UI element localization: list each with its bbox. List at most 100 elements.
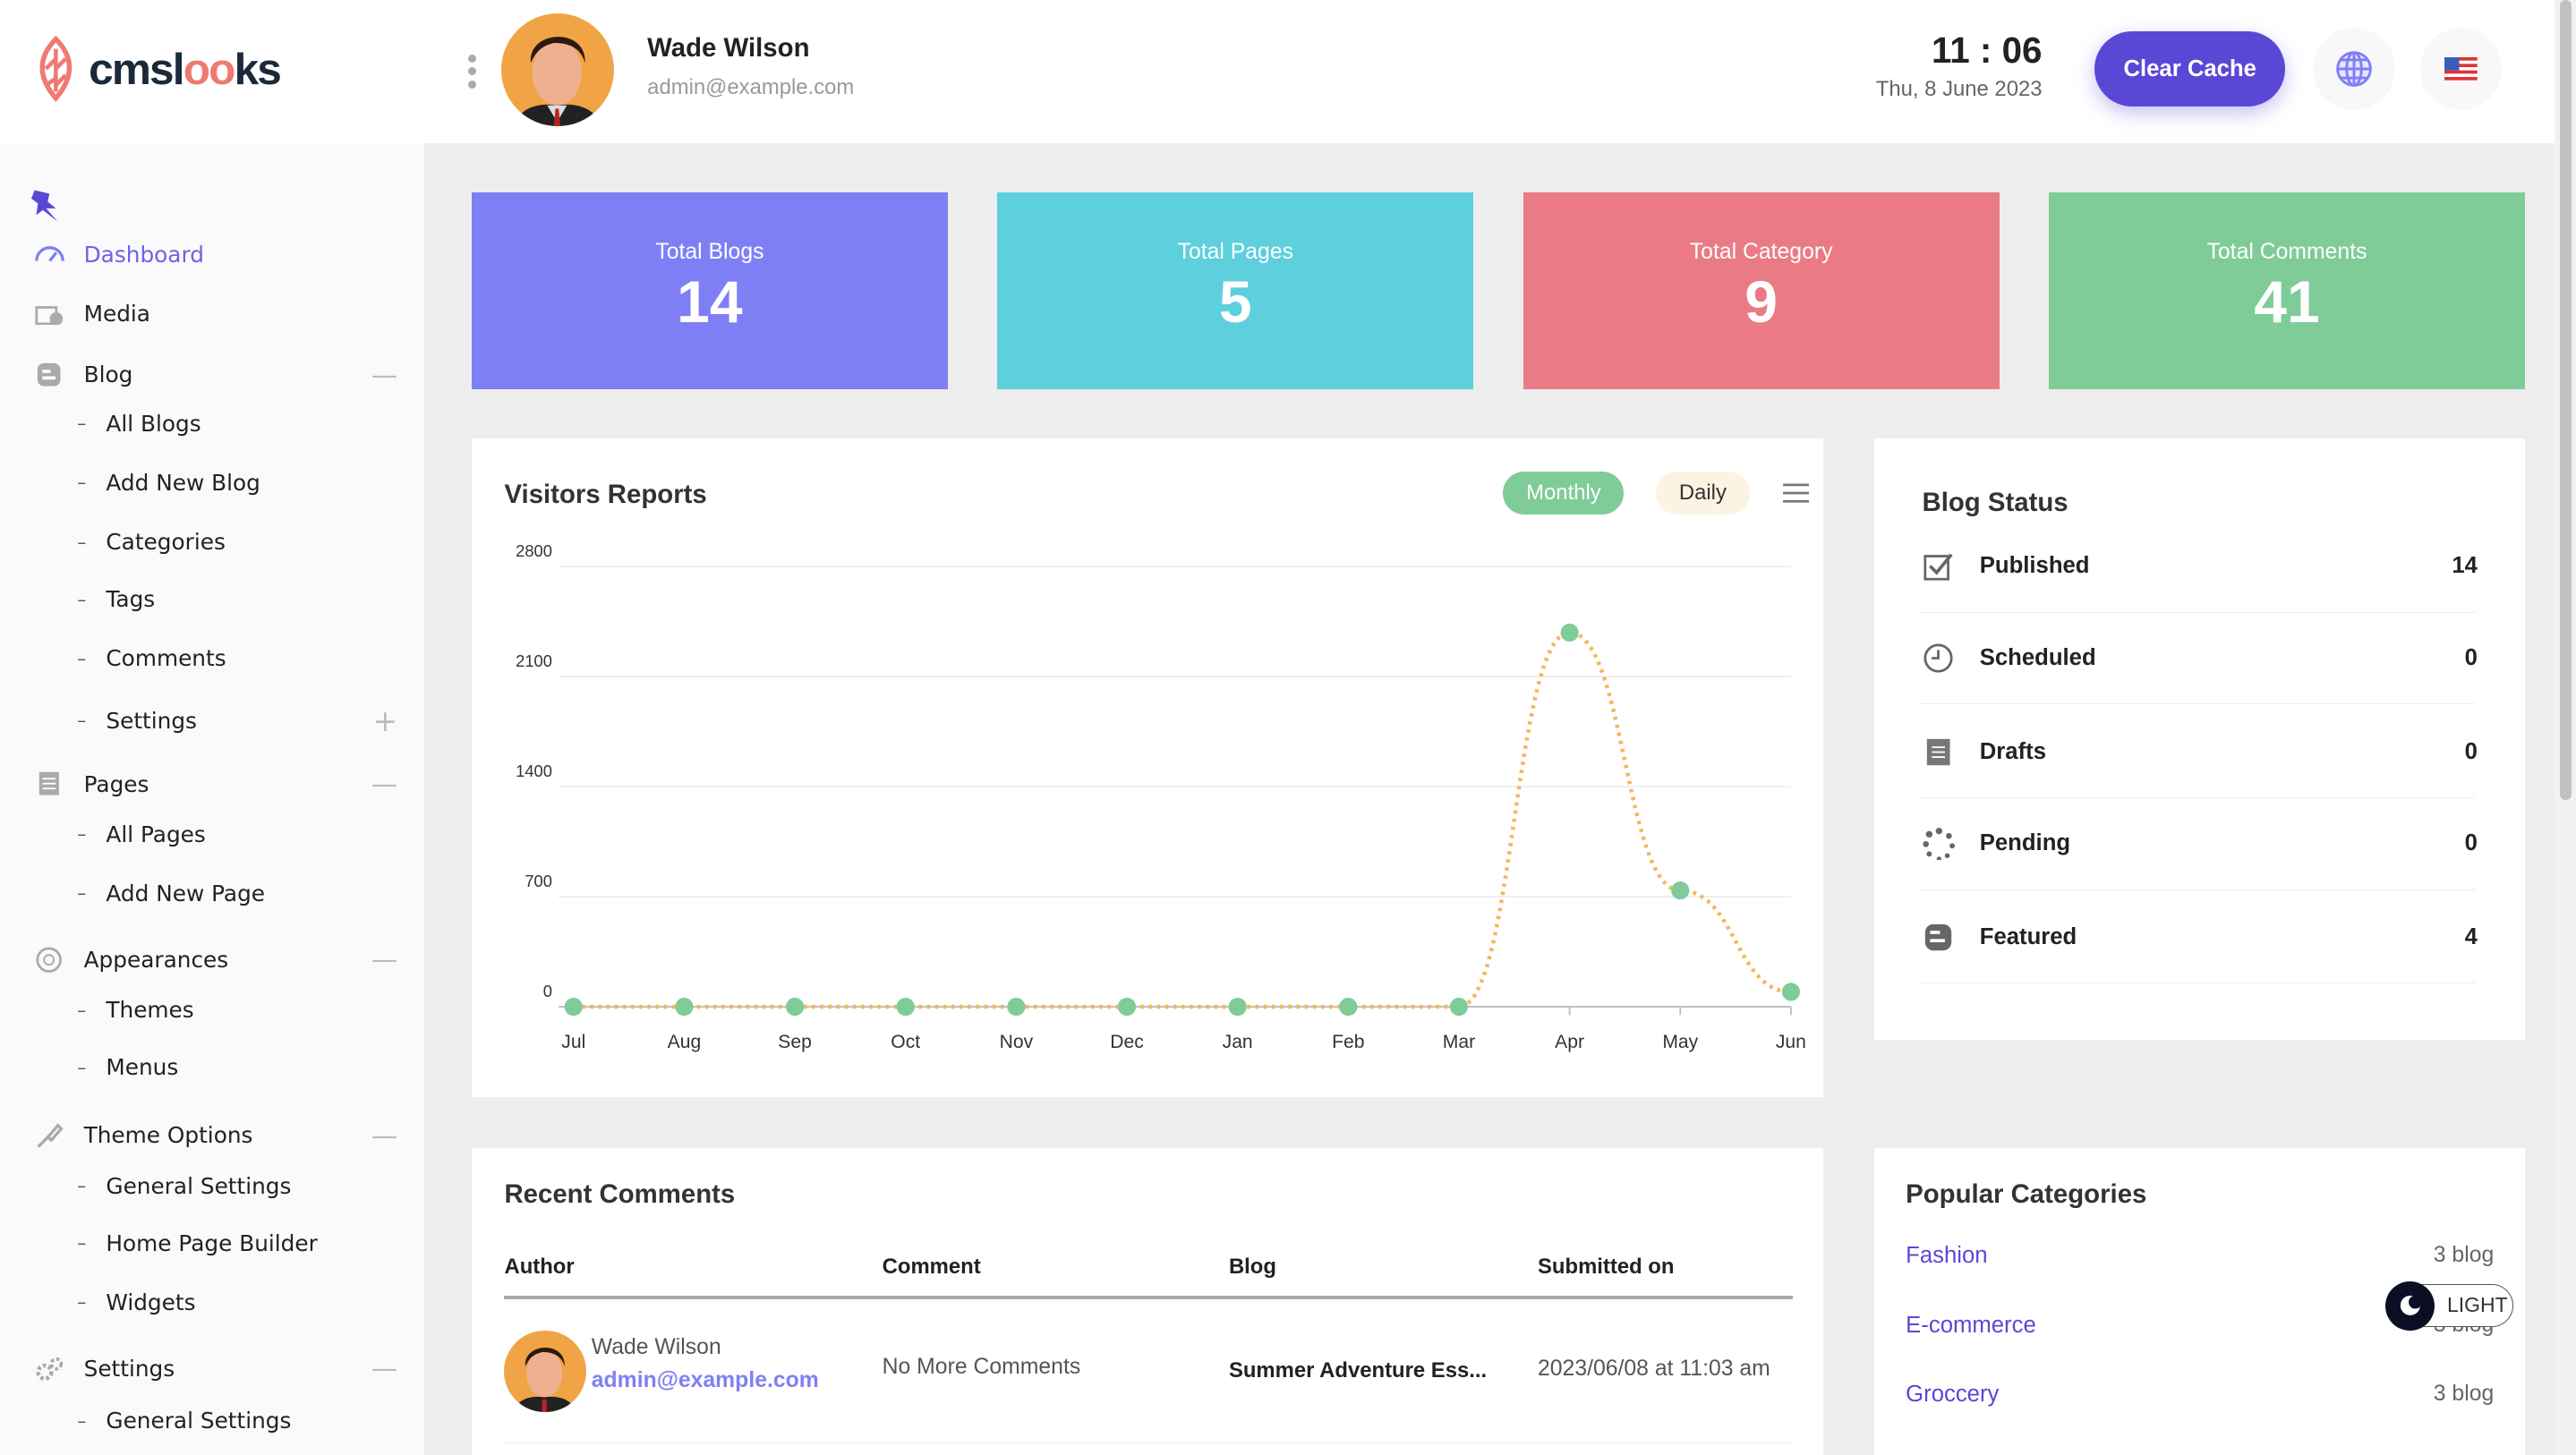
- stat-card-total-pages[interactable]: Total Pages 5: [997, 191, 1474, 389]
- avatar-image-icon: [514, 36, 601, 127]
- category-row: Groccery 3 blog: [1906, 1382, 2494, 1408]
- collapse-icon[interactable]: —: [371, 359, 398, 390]
- category-count: 3 blog: [2433, 1243, 2495, 1268]
- country-flag-button[interactable]: [2419, 28, 2503, 110]
- visitors-report-card: Visitors Reports Monthly Daily 0 700 1400 2…: [471, 438, 1824, 1098]
- column-header-submitted: Submitted on: [1538, 1255, 1675, 1280]
- data-point: [1449, 998, 1468, 1017]
- sidebar-subitem-home-page-builder[interactable]: Home Page Builder: [77, 1230, 317, 1256]
- card-title: Blog Status: [1922, 488, 2068, 518]
- user-email: admin@example.com: [647, 75, 855, 100]
- collapse-icon[interactable]: —: [371, 769, 398, 799]
- globe-icon: [2336, 51, 2373, 87]
- sidebar-subitem-tags[interactable]: Tags: [77, 586, 155, 612]
- clock-time: 11 : 06: [1932, 30, 2043, 72]
- table-row[interactable]: Wade Wilson admin@example.com No More Co…: [504, 1299, 1793, 1444]
- blogger-icon: [1921, 923, 1957, 952]
- card-title: Popular Categories: [1906, 1178, 2147, 1209]
- column-header-comment: Comment: [882, 1255, 981, 1280]
- column-header-author: Author: [504, 1255, 575, 1280]
- stat-card-total-comments[interactable]: Total Comments 41: [2048, 191, 2526, 389]
- status-row-drafts[interactable]: Drafts 0: [1920, 706, 2478, 799]
- sidebar-subitem-general-settings[interactable]: General Settings: [77, 1408, 291, 1434]
- monthly-tab[interactable]: Monthly: [1503, 471, 1625, 515]
- sidebar-item-appearances[interactable]: Appearances —: [33, 944, 397, 974]
- sidebar-item-dashboard[interactable]: Dashboard: [33, 242, 397, 268]
- category-row: Fashion 3 blog: [1906, 1243, 2494, 1269]
- visitors-line-chart: 0 700 1400 2100 2800 Jul Aug Sep Oct Nov Dec Jan Feb…: [516, 541, 1806, 1052]
- clear-cache-button[interactable]: Clear Cache: [2094, 30, 2286, 107]
- category-count: 3 blog: [2433, 1381, 2495, 1406]
- sidebar-subitem-themes[interactable]: Themes: [77, 997, 193, 1023]
- header-divider: [504, 1296, 1793, 1299]
- status-row-pending[interactable]: Pending 0: [1920, 798, 2478, 890]
- language-button[interactable]: [2313, 28, 2396, 110]
- clock-icon: [1921, 643, 1957, 673]
- sidebar-subitem-settings[interactable]: Settings+: [77, 703, 397, 738]
- status-row-published[interactable]: Published 14: [1920, 521, 2478, 613]
- sidebar-subitem-menus[interactable]: Menus: [77, 1054, 178, 1080]
- status-row-scheduled[interactable]: Scheduled 0: [1920, 613, 2478, 705]
- scrollbar-thumb[interactable]: [2559, 0, 2572, 800]
- theme-toggle[interactable]: LIGHT: [2385, 1281, 2515, 1331]
- data-point: [675, 998, 694, 1017]
- x-tick-label: Nov: [999, 1032, 1033, 1052]
- pin-icon[interactable]: [30, 187, 61, 223]
- more-options-icon[interactable]: [468, 54, 482, 94]
- sidebar-subitem-widgets[interactable]: Widgets: [77, 1289, 195, 1315]
- data-point: [1339, 998, 1358, 1017]
- column-header-blog: Blog: [1228, 1255, 1276, 1280]
- collapse-icon[interactable]: —: [371, 1119, 398, 1151]
- category-link[interactable]: E-commerce: [1906, 1312, 2036, 1338]
- x-tick-label: Dec: [1110, 1032, 1144, 1052]
- card-title: Visitors Reports: [504, 479, 707, 509]
- y-tick-label: 1400: [516, 762, 552, 780]
- x-tick-label: Aug: [667, 1032, 701, 1052]
- sidebar-item-blog[interactable]: Blog —: [33, 360, 397, 390]
- stat-card-total-category[interactable]: Total Category 9: [1523, 191, 2000, 389]
- sidebar-subitem-all-pages[interactable]: All Pages: [77, 821, 205, 847]
- y-tick-label: 700: [525, 872, 552, 890]
- sidebar-item-theme-options[interactable]: Theme Options —: [33, 1120, 397, 1151]
- x-tick-label: Jan: [1222, 1032, 1252, 1052]
- sidebar-subitem-add-new-blog[interactable]: Add New Blog: [77, 470, 260, 496]
- page-icon: [33, 770, 66, 796]
- data-point: [896, 998, 915, 1017]
- logo[interactable]: cmslooks: [30, 36, 282, 102]
- x-tick-label: Oct: [891, 1032, 920, 1052]
- sidebar-subitem-categories[interactable]: Categories: [77, 529, 226, 555]
- comment-author-email[interactable]: admin@example.com: [591, 1367, 819, 1392]
- data-point: [1781, 983, 1800, 1001]
- expand-icon[interactable]: +: [372, 702, 398, 738]
- sidebar-item-media[interactable]: Media: [33, 301, 397, 327]
- data-point: [785, 998, 804, 1017]
- sidebar-item-pages[interactable]: Pages —: [33, 769, 397, 799]
- sidebar-item-settings[interactable]: Settings —: [33, 1353, 397, 1383]
- collapse-icon[interactable]: —: [371, 944, 398, 975]
- comment-author-name: Wade Wilson: [591, 1335, 721, 1360]
- spinner-icon: [1921, 827, 1957, 861]
- comment-blog-link[interactable]: Summer Adventure Ess...: [1228, 1357, 1488, 1383]
- gauge-icon: [33, 242, 66, 268]
- sidebar-subitem-add-new-page[interactable]: Add New Page: [77, 881, 265, 906]
- card-title: Recent Comments: [504, 1178, 736, 1209]
- sidebar-subitem-general-settings[interactable]: General Settings: [77, 1173, 291, 1199]
- data-point: [1670, 881, 1690, 900]
- status-row-featured[interactable]: Featured 4: [1920, 892, 2478, 984]
- stat-card-total-blogs[interactable]: Total Blogs 14: [471, 191, 949, 389]
- clock-date: Thu, 8 June 2023: [1875, 77, 2043, 102]
- scrollbar-track[interactable]: [2555, 0, 2576, 1455]
- menu-icon[interactable]: [1782, 483, 1809, 503]
- moon-icon: [2385, 1281, 2435, 1331]
- x-tick-label: Jun: [1776, 1032, 1806, 1052]
- sidebar-subitem-all-blogs[interactable]: All Blogs: [77, 411, 200, 437]
- category-link[interactable]: Fashion: [1906, 1243, 1988, 1269]
- y-tick-label: 0: [543, 982, 552, 1000]
- recent-comments-card: Recent Comments Author Comment Blog Subm…: [471, 1148, 1824, 1455]
- comment-author-avatar: [504, 1330, 587, 1413]
- category-link[interactable]: Groccery: [1906, 1381, 2000, 1407]
- sidebar-subitem-comments[interactable]: Comments: [77, 645, 226, 671]
- collapse-icon[interactable]: —: [371, 1353, 398, 1384]
- daily-tab[interactable]: Daily: [1656, 471, 1750, 515]
- user-avatar[interactable]: [500, 13, 615, 127]
